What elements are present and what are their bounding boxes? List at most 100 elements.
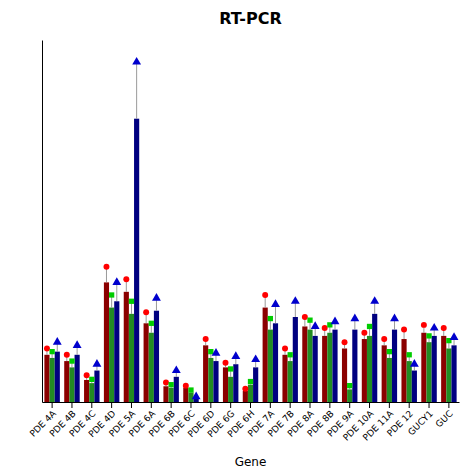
connector (116, 282, 117, 301)
marker (370, 296, 379, 304)
marker (288, 352, 293, 357)
bar (307, 330, 312, 402)
marker (307, 318, 312, 323)
marker (73, 340, 82, 348)
connectors (52, 295, 449, 393)
x-tick-mark (409, 402, 410, 408)
x-tick-mark (91, 402, 92, 408)
x-axis-title: Gene (235, 455, 267, 469)
x-tick-mark (250, 402, 251, 408)
bar (342, 348, 347, 402)
marker (93, 359, 102, 367)
marker (103, 264, 109, 270)
bar (412, 371, 417, 402)
marker (387, 349, 392, 354)
bar (282, 355, 287, 402)
marker (291, 296, 300, 304)
bar (451, 345, 456, 402)
marker (421, 322, 427, 328)
marker (109, 292, 114, 297)
bar (293, 317, 298, 402)
bar (302, 326, 307, 402)
marker (149, 321, 154, 326)
marker-series (44, 264, 447, 392)
marker (410, 359, 419, 367)
marker (143, 309, 149, 315)
marker (44, 346, 50, 352)
bar (392, 330, 397, 402)
marker (347, 383, 352, 388)
bar (233, 364, 238, 402)
bar (154, 311, 159, 402)
chart: PDE 4APDE 4BPDE 4CPDE 4DPDE 5APDE 6APDE … (0, 0, 474, 474)
bar (114, 301, 119, 402)
x-tick-mark (429, 402, 430, 408)
x-tick-mark (131, 402, 132, 408)
marker (53, 337, 62, 345)
connectors (47, 267, 444, 391)
x-tick-mark (190, 402, 191, 408)
bar (149, 333, 154, 402)
bar-series (50, 308, 452, 402)
marker (430, 323, 439, 331)
bar (441, 336, 446, 402)
marker (248, 379, 253, 384)
marker (163, 379, 169, 385)
bar (134, 119, 139, 402)
x-tick-mark (310, 402, 311, 408)
marker (271, 299, 280, 307)
bar (382, 345, 387, 402)
bar (104, 282, 109, 402)
bar (55, 352, 60, 402)
bar (144, 323, 149, 402)
marker (129, 299, 134, 304)
bar (263, 308, 268, 402)
marker (152, 293, 161, 301)
x-tick-mark (71, 402, 72, 408)
marker (208, 349, 213, 354)
marker (89, 377, 94, 382)
bar (183, 388, 188, 402)
marker (367, 324, 372, 329)
bar (273, 323, 278, 402)
bar (213, 361, 218, 402)
marker (132, 57, 141, 65)
x-tick-mark (349, 402, 350, 408)
marker (302, 314, 308, 320)
x-tick-mark (210, 402, 211, 408)
bar (248, 385, 253, 402)
marker (84, 372, 90, 378)
x-tick-mark (448, 402, 449, 408)
bar (288, 361, 293, 402)
bar (362, 339, 367, 402)
marker (282, 346, 288, 352)
bar (64, 361, 69, 402)
marker (407, 352, 412, 357)
x-tick: GUC (434, 402, 455, 430)
marker-series (53, 57, 459, 399)
bar (347, 389, 352, 402)
x-axis: PDE 4APDE 4BPDE 4CPDE 4DPDE 5APDE 6APDE … (28, 402, 460, 443)
marker (172, 365, 181, 373)
marker (49, 349, 54, 354)
marker (231, 351, 240, 359)
marker (262, 292, 268, 298)
marks (44, 57, 458, 402)
x-tick-mark (329, 402, 330, 408)
x-tick-mark (290, 402, 291, 408)
bar (322, 336, 327, 402)
bar (223, 367, 228, 402)
x-tick: GUCY1 (406, 402, 435, 437)
marker (450, 332, 459, 340)
bar (129, 314, 134, 402)
bar (89, 383, 94, 402)
connector (136, 62, 137, 119)
bar (372, 314, 377, 402)
x-tick-mark (52, 402, 53, 408)
marker (350, 313, 359, 321)
bar-series (55, 119, 457, 402)
bar (313, 336, 318, 402)
bar (124, 292, 129, 402)
bar-series (44, 282, 446, 402)
bar (407, 361, 412, 402)
